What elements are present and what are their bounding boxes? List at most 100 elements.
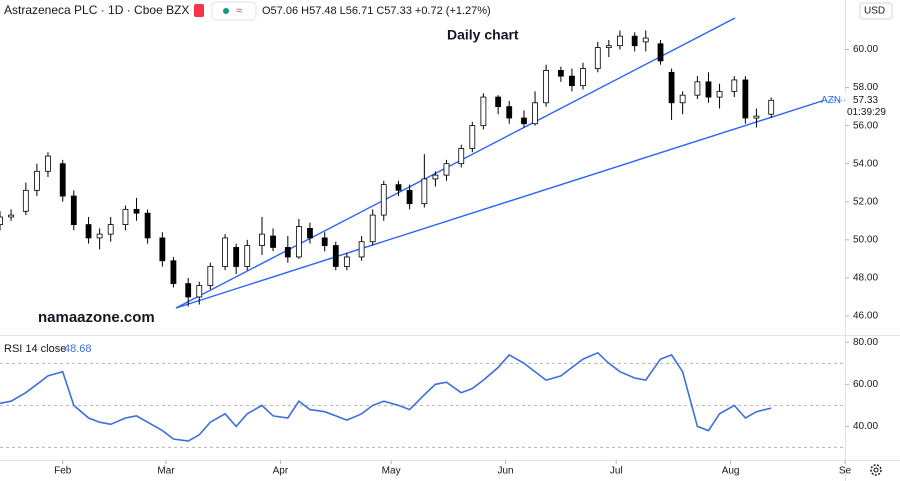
ohlc-legend: O57.06 H57.48 L56.71 C57.33 +0.72 (+1.27… [262,5,491,17]
candle-body [22,189,29,212]
y-tick-label: 60.00 [853,379,878,390]
y-tick-label: 58.00 [853,82,878,93]
candle-body [569,75,575,87]
candle-body [107,224,114,235]
y-tick-label: 60.00 [853,44,878,55]
candle-body [768,99,775,115]
y-tick-label: 48.00 [853,273,878,284]
candle-body [85,224,92,239]
candle-body [222,237,228,267]
candle-body [343,256,350,267]
y-tick-label: 40.00 [853,421,878,432]
candle-body [506,106,513,119]
candle-body [580,68,586,87]
candle-body [469,125,476,149]
candle-body [657,43,664,62]
rsi-line [0,351,772,442]
x-tick-label: Jun [497,466,513,477]
candle-body [332,245,339,267]
candle-body [70,195,77,226]
candle-body [380,184,387,216]
candle-body [458,148,465,165]
candle-body [421,178,428,205]
candle-body [742,79,749,119]
candle-body [96,233,103,239]
last-price: 57.33 [853,95,878,106]
candle-body [45,155,51,172]
x-tick-label: Mar [157,466,175,477]
currency[interactable]: USD [864,6,885,17]
x-tick-label: Apr [273,466,289,477]
watermark: namaazone.com [38,309,155,326]
market-open-dot [223,8,229,14]
candle-body [358,241,365,258]
candle-body [369,214,376,243]
trend-line[interactable] [175,100,823,309]
x-tick-label: Jul [610,466,623,477]
candle-body [307,228,313,239]
settings-icon-center [873,467,879,473]
currency-box[interactable] [859,2,893,20]
delay-icon: ≈ [236,5,242,17]
candle-body [0,216,3,226]
candle-body [432,174,439,180]
x-tick-label: Feb [54,466,72,477]
candle-body [495,96,502,107]
candle-body [668,71,675,104]
chart-title: Daily chart [447,27,519,43]
candle-body [521,117,527,125]
candle-body [543,70,550,104]
candle-body [284,247,291,258]
candle-body [196,285,203,298]
y-tick-label: 54.00 [853,158,878,169]
flag-icon[interactable] [194,4,204,17]
last-price-box [845,93,900,119]
y-tick-label: 46.00 [853,311,878,322]
candle-body [406,189,413,205]
candle-body [395,184,402,191]
candle-body [321,237,328,246]
indicator-title: RSI 14 close [4,343,66,355]
candle-body [144,212,151,239]
candle-body [480,96,487,127]
candle-body [233,247,240,267]
candles [0,30,775,307]
candle-body [594,47,601,69]
candle-body [642,37,649,43]
candle-body [133,208,140,214]
candle-body [731,79,738,92]
last-symbol: AZN [821,95,841,106]
candle-body [8,214,14,218]
candle-body [705,81,712,98]
countdown: 01:39:29 [847,107,886,118]
candle-body [617,35,623,47]
candle-body [532,102,538,125]
candle-body [159,237,166,262]
trend-line[interactable] [175,17,736,309]
candle-body [259,233,265,246]
x-tick-label: Aug [722,466,740,477]
status-pill[interactable] [211,1,257,21]
candle-body [59,163,66,197]
candle-body [185,283,192,298]
y-tick-label: 56.00 [853,120,878,131]
candle-body [605,45,612,48]
candle-body [170,260,177,285]
candle-body [244,245,251,267]
candle-body [694,81,701,96]
y-tick-label: 50.00 [853,234,878,245]
x-tick-label: Se [839,466,852,477]
candle-body [557,70,564,77]
symbol-title[interactable]: Astrazeneca PLC · 1D · Cboe BZX [4,3,189,17]
candle-body [753,115,760,119]
candle-body [716,90,723,98]
candle-body [443,163,450,176]
candle-body [207,266,214,286]
y-tick-label: 52.00 [853,196,878,207]
settings-icon[interactable] [870,464,882,476]
candle-body [631,35,638,47]
candle-body [270,235,276,248]
candle-body [295,226,302,258]
